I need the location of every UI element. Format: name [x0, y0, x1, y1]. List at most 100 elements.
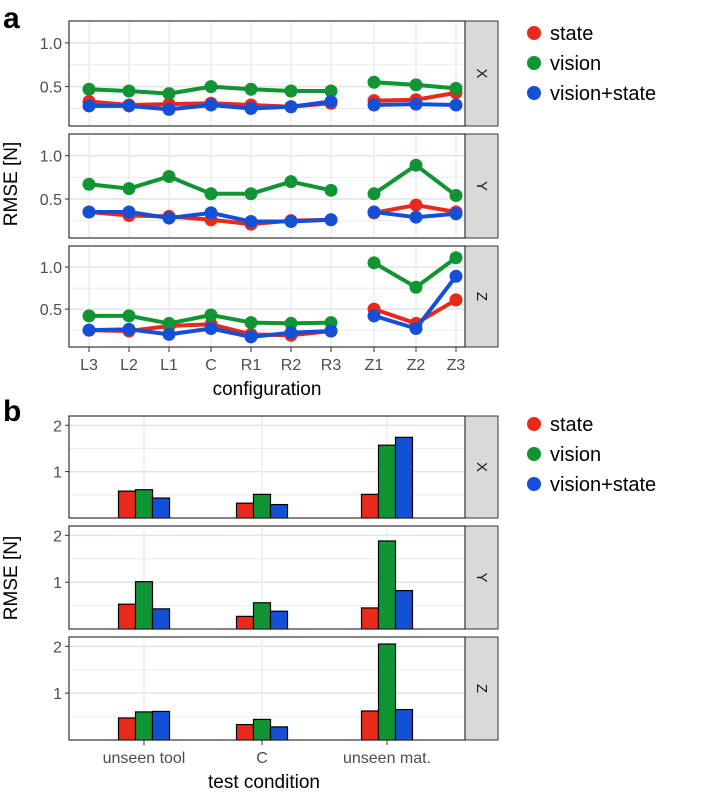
- data-point: [162, 316, 176, 330]
- y-tick-label: 2: [53, 639, 62, 656]
- bar: [394, 590, 414, 630]
- facet-strip-label: Y: [473, 181, 490, 191]
- facet-strip: [464, 245, 499, 348]
- x-axis-title: configuration: [213, 379, 322, 400]
- x-tick-label: R3: [321, 357, 342, 374]
- data-point: [162, 102, 176, 116]
- bar: [151, 710, 171, 741]
- data-point: [449, 98, 463, 112]
- y-tick-label: 0.5: [40, 80, 62, 97]
- facet-y: 0.5 1.0 Y: [40, 133, 499, 239]
- bar: [269, 610, 289, 630]
- legend-key-vision: [527, 56, 541, 70]
- legend-key-vision-state: [527, 86, 541, 100]
- x-tick-label: unseen mat.: [343, 750, 431, 767]
- x-tick-label: unseen tool: [103, 750, 186, 767]
- data-point: [162, 327, 176, 341]
- x-tick-label: Z1: [365, 357, 384, 374]
- facet-z: 0.5 1.0 Z: [40, 245, 499, 348]
- series-vision-state: [82, 269, 463, 344]
- panel-border: [68, 133, 466, 239]
- legend-key-state: [527, 26, 541, 40]
- data-point: [162, 211, 176, 225]
- y-tick-label: 2: [53, 528, 62, 545]
- bar: [235, 615, 255, 630]
- data-point: [449, 189, 463, 203]
- series-vision-state: [82, 205, 463, 229]
- panel-label-a: a: [3, 2, 20, 35]
- bar: [394, 436, 414, 519]
- data-point: [244, 330, 258, 344]
- y-tick-label: 1: [53, 575, 62, 592]
- series-state: [117, 490, 380, 519]
- facet-strip-label: Z: [473, 684, 490, 693]
- series-vision-state: [151, 708, 414, 741]
- y-tick-label: 2: [53, 418, 62, 435]
- bar: [151, 608, 171, 630]
- data-point: [449, 81, 463, 95]
- data-point: [409, 78, 423, 92]
- facet-strip-label: X: [473, 462, 490, 472]
- bar: [252, 493, 272, 519]
- data-point: [204, 308, 218, 322]
- data-point: [82, 99, 96, 113]
- y-tick-label: 1.0: [40, 149, 62, 166]
- data-point: [204, 206, 218, 220]
- data-point: [204, 98, 218, 112]
- legend-key-vision: [527, 447, 541, 461]
- x-tick-label: C: [256, 750, 268, 767]
- data-point: [367, 205, 381, 219]
- x-tick-label: L1: [160, 357, 178, 374]
- data-point: [284, 100, 298, 114]
- bar: [252, 718, 272, 741]
- x-axis-title: test condition: [208, 772, 320, 793]
- data-point: [162, 169, 176, 183]
- data-point: [367, 256, 381, 270]
- bar: [151, 497, 171, 519]
- data-point: [122, 84, 136, 98]
- data-point: [367, 187, 381, 201]
- data-point: [284, 215, 298, 229]
- facet-y: 1 2 Y: [53, 525, 499, 630]
- facet-strip: [464, 415, 499, 519]
- bar: [134, 581, 154, 630]
- data-point: [409, 158, 423, 172]
- data-point: [244, 187, 258, 201]
- bar: [377, 643, 397, 741]
- data-point: [367, 98, 381, 112]
- data-point: [367, 75, 381, 89]
- data-point: [122, 205, 136, 219]
- data-point: [409, 210, 423, 224]
- data-point: [122, 182, 136, 196]
- data-point: [82, 205, 96, 219]
- data-point: [449, 251, 463, 265]
- data-point: [409, 198, 423, 212]
- data-point: [409, 280, 423, 294]
- chart-a: 0.5 1.0 X 0.5 1.0 Y 0.5 1.0 Z L3 L2 L1 C R1 R2 R3 Z1 Z2 Z3…: [1, 20, 656, 400]
- legend-key-state: [527, 417, 541, 431]
- bar: [394, 708, 414, 741]
- bar: [134, 711, 154, 741]
- data-point: [204, 187, 218, 201]
- data-point: [122, 322, 136, 336]
- data-point: [244, 102, 258, 115]
- facet-strip-label: Y: [473, 572, 490, 582]
- data-point: [122, 309, 136, 323]
- facet-x: 0.5 1.0 X: [40, 20, 499, 127]
- data-point: [162, 87, 176, 101]
- legend-label-vision: vision: [550, 53, 601, 75]
- data-point: [82, 323, 96, 337]
- series-vision: [82, 75, 463, 101]
- y-tick-label: 1: [53, 686, 62, 703]
- x-tick-label: C: [205, 357, 217, 374]
- x-tick-label: Z3: [447, 357, 466, 374]
- legend-label-vision: vision: [550, 444, 601, 466]
- data-point: [244, 82, 258, 96]
- bar: [235, 502, 255, 519]
- legend: state vision vision+state: [527, 414, 656, 496]
- y-axis-title: RMSE [N]: [1, 536, 22, 620]
- data-point: [244, 316, 258, 330]
- bar: [117, 717, 137, 741]
- data-point: [324, 84, 338, 98]
